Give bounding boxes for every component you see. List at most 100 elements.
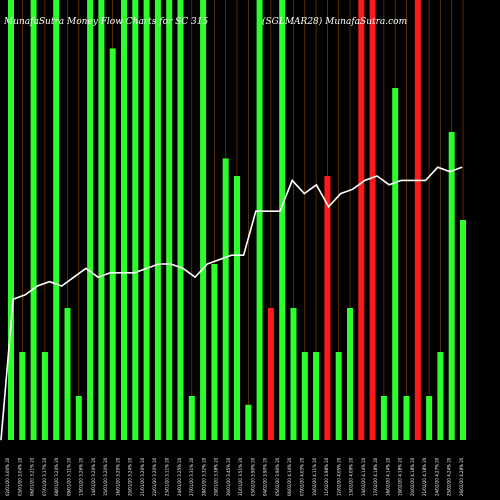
price-point [109,272,111,274]
x-tick-label: 26/02/20 4.28% 20 [459,457,464,496]
x-tick-label: 23/01/20 3.11% 20 [165,457,170,496]
money-flow-bar [143,0,150,440]
x-tick-label: 21/01/20 3.20% 20 [140,457,145,496]
price-point [328,206,329,208]
money-flow-bar [64,308,71,440]
money-flow-bar [279,0,286,440]
x-tick-label: 29/01/20 3.38% 20 [214,457,219,496]
price-point [170,263,172,265]
money-flow-bar [19,352,26,440]
money-flow-bar [222,158,229,440]
price-point [49,281,50,282]
money-flow-bar [414,0,421,440]
price-point [425,180,426,181]
x-tick-label: 19/02/20 4.18% 20 [398,457,403,496]
chart-title-left: MunafaSutra Money Flow Charts for SC 315 [3,17,209,27]
x-tick-label: 14/02/20 4.14% 20 [361,457,366,496]
money-flow-bar [290,308,297,440]
price-point [340,193,342,195]
x-tick-label: 27/01/20 3.31% 20 [189,457,194,496]
x-tick-label: 14/01/20 3.20% 20 [91,457,96,496]
x-tick-label: 31/01/20 3.51% 20 [238,457,243,496]
price-point [364,180,366,181]
money-flow-bar [30,0,37,440]
money-flow-bar [234,176,240,440]
x-tick-label: 07/01/20 3.17% 20 [42,457,47,496]
money-flow-bar [460,220,466,440]
x-tick-label: 17/02/20 4.18% 20 [373,457,378,496]
price-point [0,439,2,441]
chart-title-right: (SGLMAR28) MunafaSutra.com [262,16,407,27]
money-flow-bar [41,352,48,440]
x-tick-label: 10/02/20 4.11% 20 [312,457,317,496]
x-tick-label: 24/02/20 4.27% 20 [434,457,439,496]
money-flow-bar [313,352,320,440]
x-tick-label: 13/01/20 3.26% 20 [79,457,84,496]
money-flow-bar [380,396,387,440]
money-flow-bar [403,396,410,440]
money-flow-bar [109,48,116,441]
money-flow-bar [335,352,342,440]
price-point [316,184,317,186]
price-point [146,268,148,269]
x-tick-label: 13/02/20 4.09% 20 [349,457,354,496]
price-point [231,254,232,256]
x-tick-label: 02/01/20 3.00% 20 [5,457,10,496]
price-point [437,166,439,168]
money-flow-bar [98,0,105,440]
x-tick-label: 05/02/20 3.90% 20 [275,457,280,496]
x-tick-label: 28/01/20 3.32% 20 [201,457,206,496]
x-tick-label: 03/02/20 3.90% 20 [250,457,255,496]
money-flow-bar [347,308,353,440]
money-flow-bar [448,132,455,440]
money-flow-bar [324,176,331,440]
price-point [352,188,354,190]
price-point [267,210,269,212]
x-tick-label: 04/02/20 3.90% 20 [263,457,268,496]
tick-layer: 02/01/20 3.00% 20 03/01/20 3.04% 20 06/01/… [5,457,464,496]
x-tick-label: 08/01/20 3.24% 20 [54,457,59,496]
price-point [400,180,402,181]
price-point [376,175,378,177]
price-point [158,263,160,265]
x-tick-label: 16/01/20 3.20% 20 [115,457,120,496]
price-point [12,298,14,300]
price-point [24,294,26,296]
x-tick-label: 25/02/20 4.24% 20 [447,457,452,496]
price-point [243,254,245,256]
price-point [97,276,99,278]
x-tick-label: 12/02/20 4.05% 20 [336,457,341,496]
money-flow-bar [392,88,399,440]
price-point [121,272,123,274]
money-flow-bar [132,0,139,440]
x-tick-label: 20/01/20 3.24% 20 [128,457,133,496]
line-layer [0,166,463,441]
money-flow-bar [358,0,365,440]
price-point [449,171,451,173]
price-point [37,285,38,287]
price-point [194,276,196,278]
x-tick-label: 06/01/20 3.21% 20 [30,457,35,496]
money-flow-bar [256,0,263,440]
price-point [461,166,463,168]
money-flow-bar [245,404,252,440]
money-flow-bar [426,396,433,440]
x-tick-label: 24/01/20 3.25% 20 [177,457,182,496]
money-flow-bar [121,0,127,440]
price-point [134,272,135,274]
x-tick-label: 07/02/20 4.03% 20 [299,457,304,496]
money-flow-bar [87,0,94,440]
price-point [388,184,390,186]
x-tick-label: 09/01/20 3.11% 20 [66,457,71,496]
money-flow-bar [369,0,376,440]
price-point [73,276,75,278]
money-flow-bar [177,0,184,440]
money-flow-bar [200,0,207,440]
money-flow-bar [53,0,60,440]
x-tick-label: 06/02/20 4.14% 20 [287,457,292,496]
x-tick-label: 15/01/20 3.20% 20 [103,457,108,496]
x-tick-label: 03/01/20 3.04% 20 [17,457,22,496]
money-flow-bar [154,0,161,440]
x-tick-label: 30/01/20 3.45% 20 [226,457,231,496]
